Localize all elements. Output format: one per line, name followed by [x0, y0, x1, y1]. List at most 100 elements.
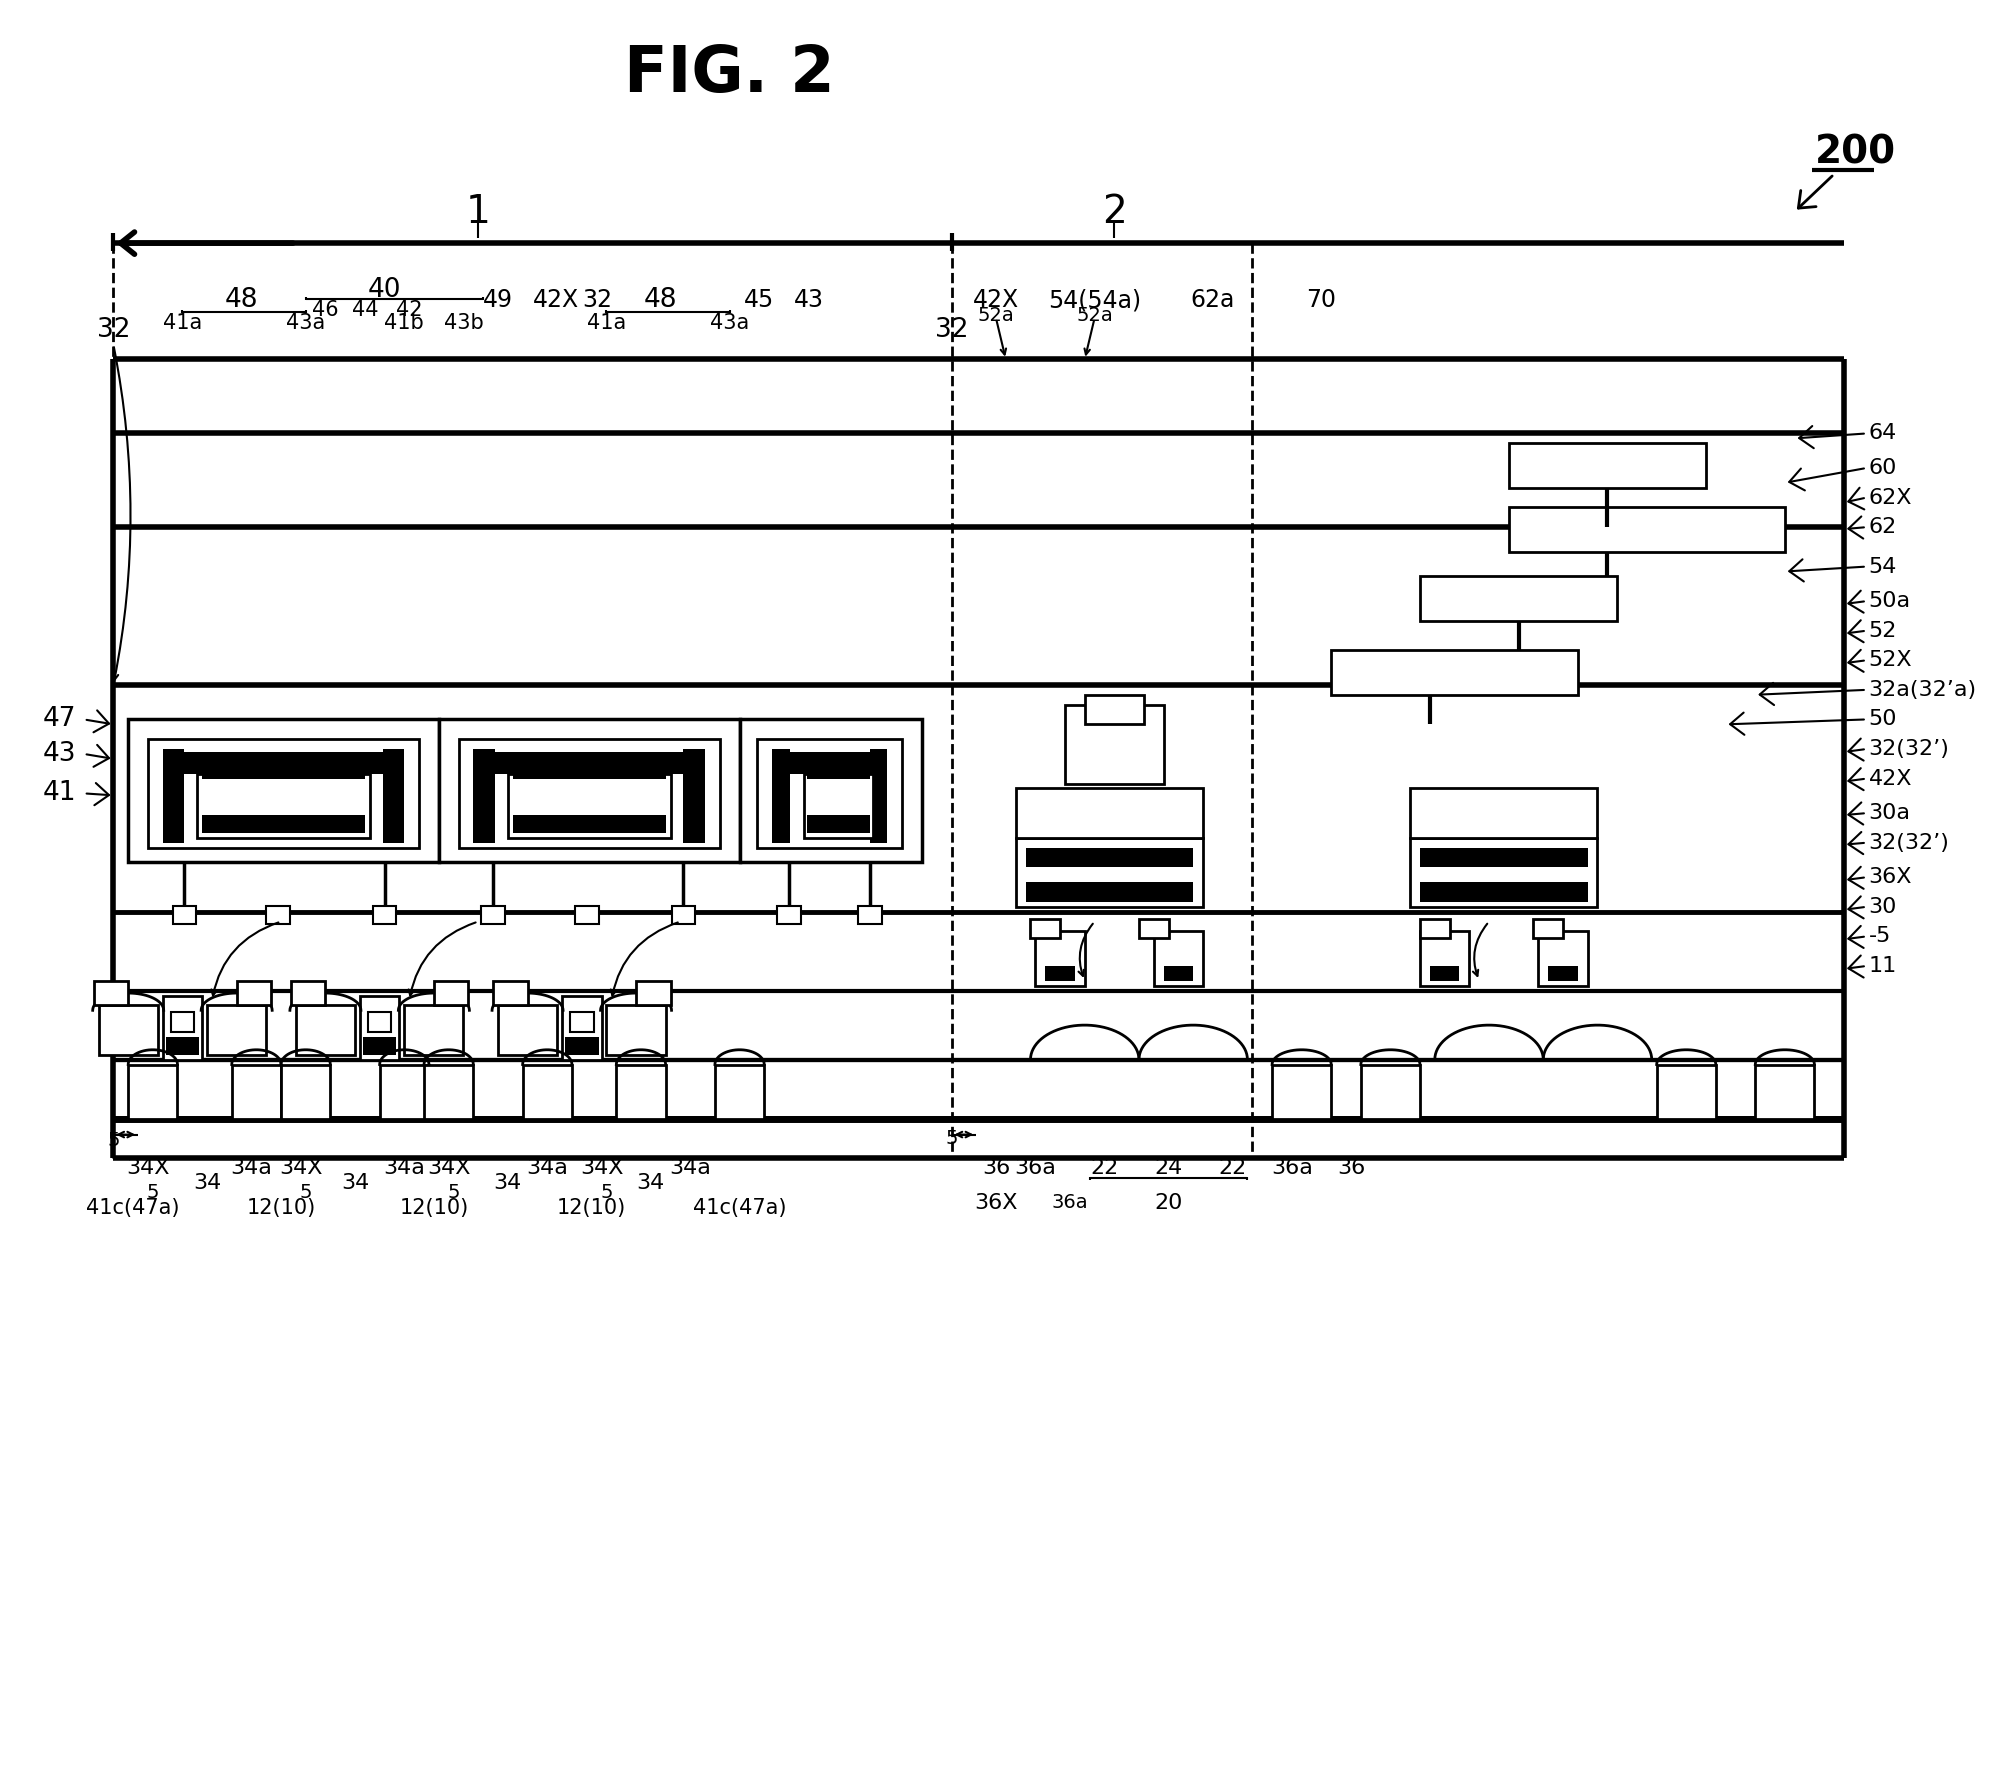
- Text: 42X: 42X: [973, 289, 1018, 312]
- Bar: [1064, 704, 1164, 784]
- Bar: [606, 1005, 666, 1055]
- Text: 52a: 52a: [1076, 305, 1112, 324]
- Text: 46: 46: [313, 299, 339, 321]
- Bar: [566, 1037, 598, 1055]
- Text: 34X: 34X: [427, 1158, 470, 1178]
- Text: 36a: 36a: [1014, 1158, 1056, 1178]
- Bar: [1419, 882, 1588, 902]
- Bar: [405, 1005, 464, 1055]
- Text: 32: 32: [96, 317, 130, 342]
- Text: 36a: 36a: [1052, 1194, 1088, 1212]
- Bar: [163, 996, 201, 1060]
- Bar: [425, 1064, 472, 1119]
- Text: 22: 22: [1090, 1158, 1118, 1178]
- Bar: [1533, 918, 1563, 939]
- Text: 30: 30: [1869, 896, 1897, 916]
- Text: 48: 48: [644, 287, 678, 314]
- Text: 32: 32: [582, 289, 612, 312]
- Text: 32(32’): 32(32’): [1869, 740, 1949, 759]
- Bar: [369, 1012, 391, 1032]
- Text: 32a(32’a): 32a(32’a): [1869, 681, 1977, 700]
- Text: 2: 2: [1102, 192, 1126, 230]
- Bar: [1084, 695, 1144, 723]
- Bar: [574, 905, 598, 923]
- Text: 32(32’): 32(32’): [1869, 832, 1949, 852]
- Text: 34: 34: [193, 1173, 221, 1192]
- Bar: [1419, 918, 1449, 939]
- Bar: [857, 905, 881, 923]
- Text: 43b: 43b: [444, 314, 484, 333]
- Bar: [94, 980, 128, 1005]
- Text: 5: 5: [108, 1132, 120, 1149]
- Bar: [508, 773, 670, 838]
- Text: 36: 36: [1337, 1158, 1365, 1178]
- Text: 44: 44: [351, 299, 379, 321]
- Text: 34: 34: [341, 1173, 369, 1192]
- Text: 52a: 52a: [979, 305, 1014, 324]
- Text: 60: 60: [1869, 458, 1897, 478]
- Text: 36X: 36X: [975, 1192, 1018, 1212]
- Text: 34X: 34X: [580, 1158, 624, 1178]
- Text: 45: 45: [743, 289, 775, 312]
- Text: 24: 24: [1154, 1158, 1182, 1178]
- Bar: [508, 752, 670, 773]
- Bar: [383, 748, 405, 843]
- Bar: [201, 814, 365, 832]
- Bar: [1549, 966, 1578, 980]
- Bar: [1756, 1064, 1814, 1119]
- Bar: [472, 752, 706, 773]
- Bar: [1272, 1064, 1331, 1119]
- Text: 41a: 41a: [163, 314, 201, 333]
- Bar: [1331, 650, 1578, 695]
- Bar: [373, 905, 397, 923]
- Text: 12(10): 12(10): [247, 1198, 315, 1217]
- Bar: [512, 761, 666, 779]
- Text: 12(10): 12(10): [556, 1198, 626, 1217]
- Text: 34: 34: [494, 1173, 522, 1192]
- Text: 11: 11: [1869, 955, 1897, 977]
- Text: -5: -5: [1869, 927, 1891, 946]
- Bar: [197, 752, 371, 773]
- Bar: [147, 740, 419, 848]
- Bar: [1429, 966, 1459, 980]
- Text: 34a: 34a: [383, 1158, 425, 1178]
- Bar: [1154, 932, 1204, 985]
- Text: 40: 40: [369, 278, 401, 303]
- Bar: [291, 980, 325, 1005]
- Text: 41c(47a): 41c(47a): [694, 1198, 787, 1217]
- Bar: [1036, 932, 1084, 985]
- Text: 32: 32: [935, 317, 969, 342]
- Text: 41b: 41b: [385, 314, 425, 333]
- Text: 54: 54: [1869, 556, 1897, 577]
- Bar: [1016, 788, 1204, 838]
- Text: 34X: 34X: [279, 1158, 323, 1178]
- Bar: [295, 1005, 355, 1055]
- Text: 5: 5: [945, 1130, 959, 1148]
- Text: 12(10): 12(10): [399, 1198, 468, 1217]
- Bar: [522, 1064, 572, 1119]
- Bar: [498, 1005, 558, 1055]
- Text: 50: 50: [1869, 709, 1897, 729]
- Text: 52: 52: [1869, 620, 1897, 642]
- Text: 62: 62: [1869, 517, 1897, 536]
- Bar: [231, 1064, 281, 1119]
- Bar: [739, 720, 923, 862]
- Bar: [1016, 838, 1204, 907]
- Bar: [672, 905, 696, 923]
- Text: 200: 200: [1814, 134, 1895, 171]
- Text: 52X: 52X: [1869, 650, 1913, 670]
- Text: 47: 47: [42, 706, 76, 732]
- Bar: [616, 1064, 666, 1119]
- Text: 1: 1: [466, 192, 490, 230]
- Text: 34X: 34X: [126, 1158, 169, 1178]
- Bar: [492, 980, 528, 1005]
- Bar: [165, 1037, 199, 1055]
- Bar: [1419, 848, 1588, 868]
- Text: 41c(47a): 41c(47a): [86, 1198, 179, 1217]
- Bar: [207, 1005, 267, 1055]
- Text: 43: 43: [793, 289, 823, 312]
- Bar: [1138, 918, 1168, 939]
- Bar: [201, 761, 365, 779]
- Bar: [1539, 932, 1588, 985]
- Bar: [803, 773, 873, 838]
